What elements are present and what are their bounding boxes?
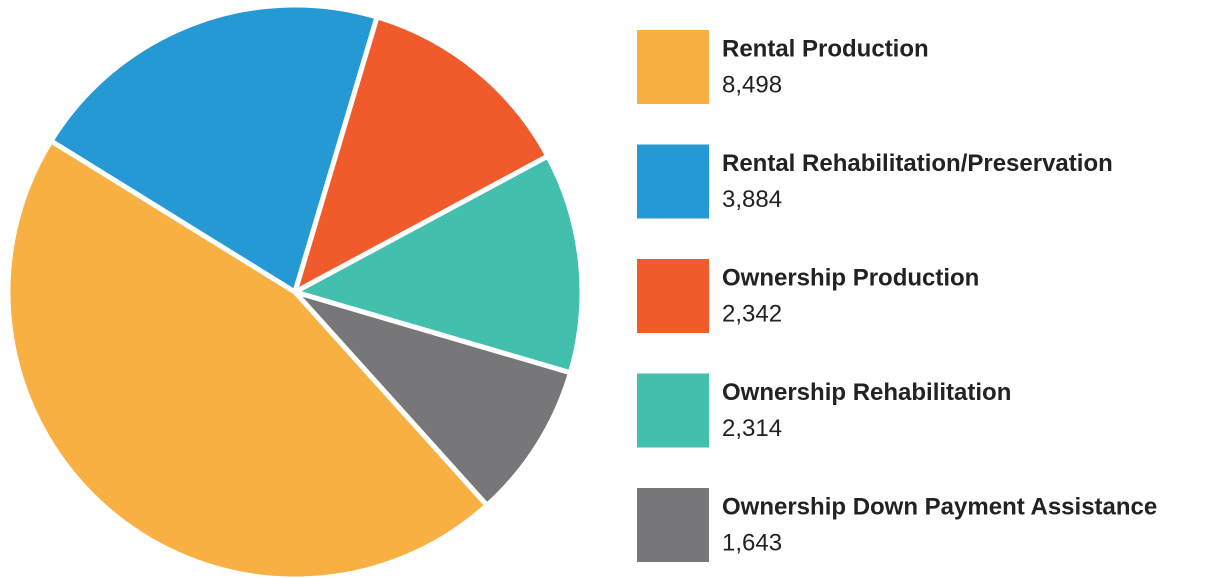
legend-label: Rental Production	[722, 35, 929, 62]
legend-label: Ownership Rehabilitation	[722, 379, 1011, 406]
pie-slice	[292, 289, 573, 508]
pie-slice	[292, 153, 585, 376]
legend-label: Ownership Down Payment Assistance	[722, 493, 1157, 520]
legend-swatch	[637, 373, 709, 448]
legend-swatch	[637, 259, 709, 333]
legend-value: 2,342	[722, 300, 782, 327]
legend-swatch	[637, 488, 709, 562]
legend-label: Ownership Production	[722, 264, 979, 291]
pie-slice	[292, 14, 551, 295]
legend-swatch	[637, 144, 709, 219]
pie-slice	[48, 2, 380, 295]
legend-value: 2,314	[722, 415, 782, 442]
legend-value: 1,643	[722, 529, 782, 556]
legend-value: 8,498	[722, 71, 782, 98]
legend-value: 3,884	[722, 186, 782, 213]
legend-swatch	[637, 30, 709, 104]
pie-slice	[5, 138, 490, 578]
legend-label: Rental Rehabilitation/Preservation	[722, 150, 1113, 177]
